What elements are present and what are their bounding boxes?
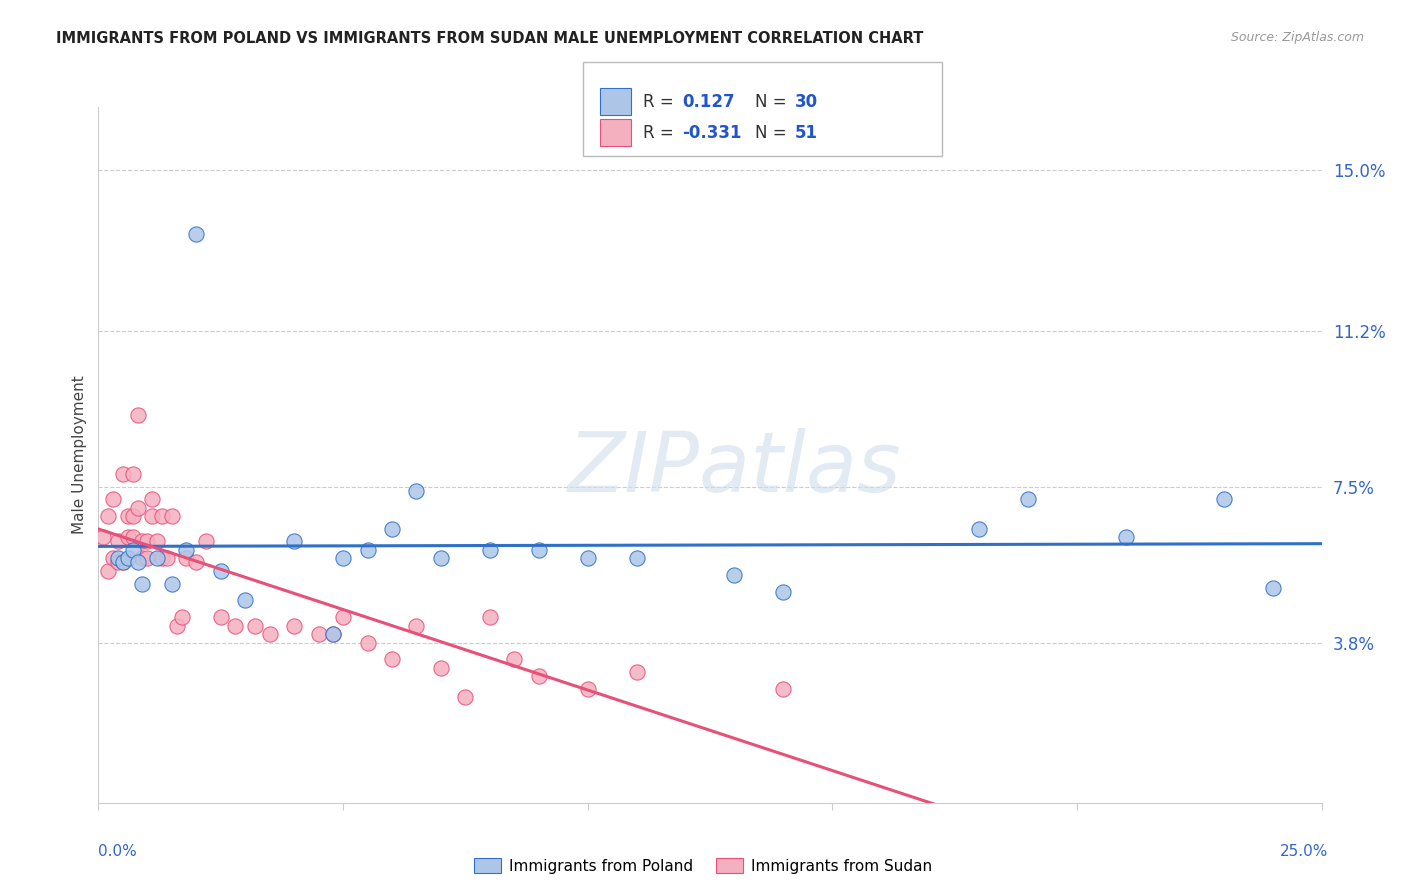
- Point: [97, 509, 120, 524]
- Point: [527, 669, 550, 683]
- Point: [1115, 530, 1137, 544]
- Point: [127, 556, 149, 570]
- Point: [121, 467, 143, 481]
- Point: [121, 542, 143, 557]
- Text: 0.127: 0.127: [682, 93, 734, 111]
- Text: IMMIGRANTS FROM POLAND VS IMMIGRANTS FROM SUDAN MALE UNEMPLOYMENT CORRELATION CH: IMMIGRANTS FROM POLAND VS IMMIGRANTS FRO…: [56, 31, 924, 46]
- Point: [527, 542, 550, 557]
- Point: [136, 551, 159, 566]
- Point: [160, 509, 183, 524]
- Point: [141, 509, 163, 524]
- Point: [576, 681, 599, 696]
- Point: [117, 551, 139, 566]
- Point: [1212, 492, 1234, 507]
- Text: 25.0%: 25.0%: [1281, 845, 1329, 859]
- Point: [150, 551, 173, 566]
- Point: [186, 227, 208, 241]
- Point: [91, 530, 114, 544]
- Point: [186, 556, 208, 570]
- Point: [195, 534, 218, 549]
- Text: N =: N =: [755, 93, 792, 111]
- Point: [454, 690, 477, 705]
- Point: [107, 534, 129, 549]
- Text: R =: R =: [643, 93, 679, 111]
- Point: [166, 618, 188, 632]
- Point: [322, 627, 344, 641]
- Point: [576, 551, 599, 566]
- Text: -0.331: -0.331: [682, 124, 741, 142]
- Legend: Immigrants from Poland, Immigrants from Sudan: Immigrants from Poland, Immigrants from …: [468, 852, 938, 880]
- Text: 0.0%: 0.0%: [98, 845, 138, 859]
- Point: [117, 509, 139, 524]
- Point: [967, 522, 990, 536]
- Point: [405, 483, 427, 498]
- Text: N =: N =: [755, 124, 792, 142]
- Point: [478, 610, 501, 624]
- Point: [176, 551, 198, 566]
- Point: [146, 534, 169, 549]
- Point: [332, 610, 354, 624]
- Point: [209, 564, 232, 578]
- Point: [1017, 492, 1039, 507]
- Point: [772, 681, 794, 696]
- Point: [127, 500, 149, 515]
- Point: [146, 551, 169, 566]
- Point: [772, 585, 794, 599]
- Point: [381, 652, 404, 666]
- Point: [107, 556, 129, 570]
- Point: [626, 665, 648, 679]
- Point: [308, 627, 330, 641]
- Point: [478, 542, 501, 557]
- Point: [121, 509, 143, 524]
- Point: [97, 564, 120, 578]
- Text: 51: 51: [794, 124, 817, 142]
- Y-axis label: Male Unemployment: Male Unemployment: [72, 376, 87, 534]
- Point: [381, 522, 404, 536]
- Text: 30: 30: [794, 93, 817, 111]
- Point: [131, 534, 153, 549]
- Point: [283, 534, 305, 549]
- Point: [209, 610, 232, 624]
- Point: [176, 542, 198, 557]
- Point: [111, 467, 134, 481]
- Text: R =: R =: [643, 124, 679, 142]
- Text: Source: ZipAtlas.com: Source: ZipAtlas.com: [1230, 31, 1364, 45]
- Point: [131, 551, 153, 566]
- Point: [356, 542, 378, 557]
- Point: [322, 627, 344, 641]
- Point: [259, 627, 281, 641]
- Point: [283, 618, 305, 632]
- Point: [131, 576, 153, 591]
- Point: [136, 534, 159, 549]
- Point: [405, 618, 427, 632]
- Point: [150, 509, 173, 524]
- Point: [101, 492, 124, 507]
- Point: [170, 610, 193, 624]
- Point: [332, 551, 354, 566]
- Point: [111, 556, 134, 570]
- Text: ZIPatlas: ZIPatlas: [568, 428, 901, 509]
- Point: [101, 551, 124, 566]
- Point: [233, 593, 256, 607]
- Point: [356, 635, 378, 649]
- Point: [224, 618, 246, 632]
- Point: [107, 551, 129, 566]
- Point: [117, 530, 139, 544]
- Point: [121, 530, 143, 544]
- Point: [430, 661, 453, 675]
- Point: [626, 551, 648, 566]
- Point: [156, 551, 179, 566]
- Point: [723, 568, 745, 582]
- Point: [430, 551, 453, 566]
- Point: [243, 618, 266, 632]
- Point: [503, 652, 526, 666]
- Point: [141, 492, 163, 507]
- Point: [160, 576, 183, 591]
- Point: [127, 408, 149, 422]
- Point: [111, 556, 134, 570]
- Point: [1261, 581, 1284, 595]
